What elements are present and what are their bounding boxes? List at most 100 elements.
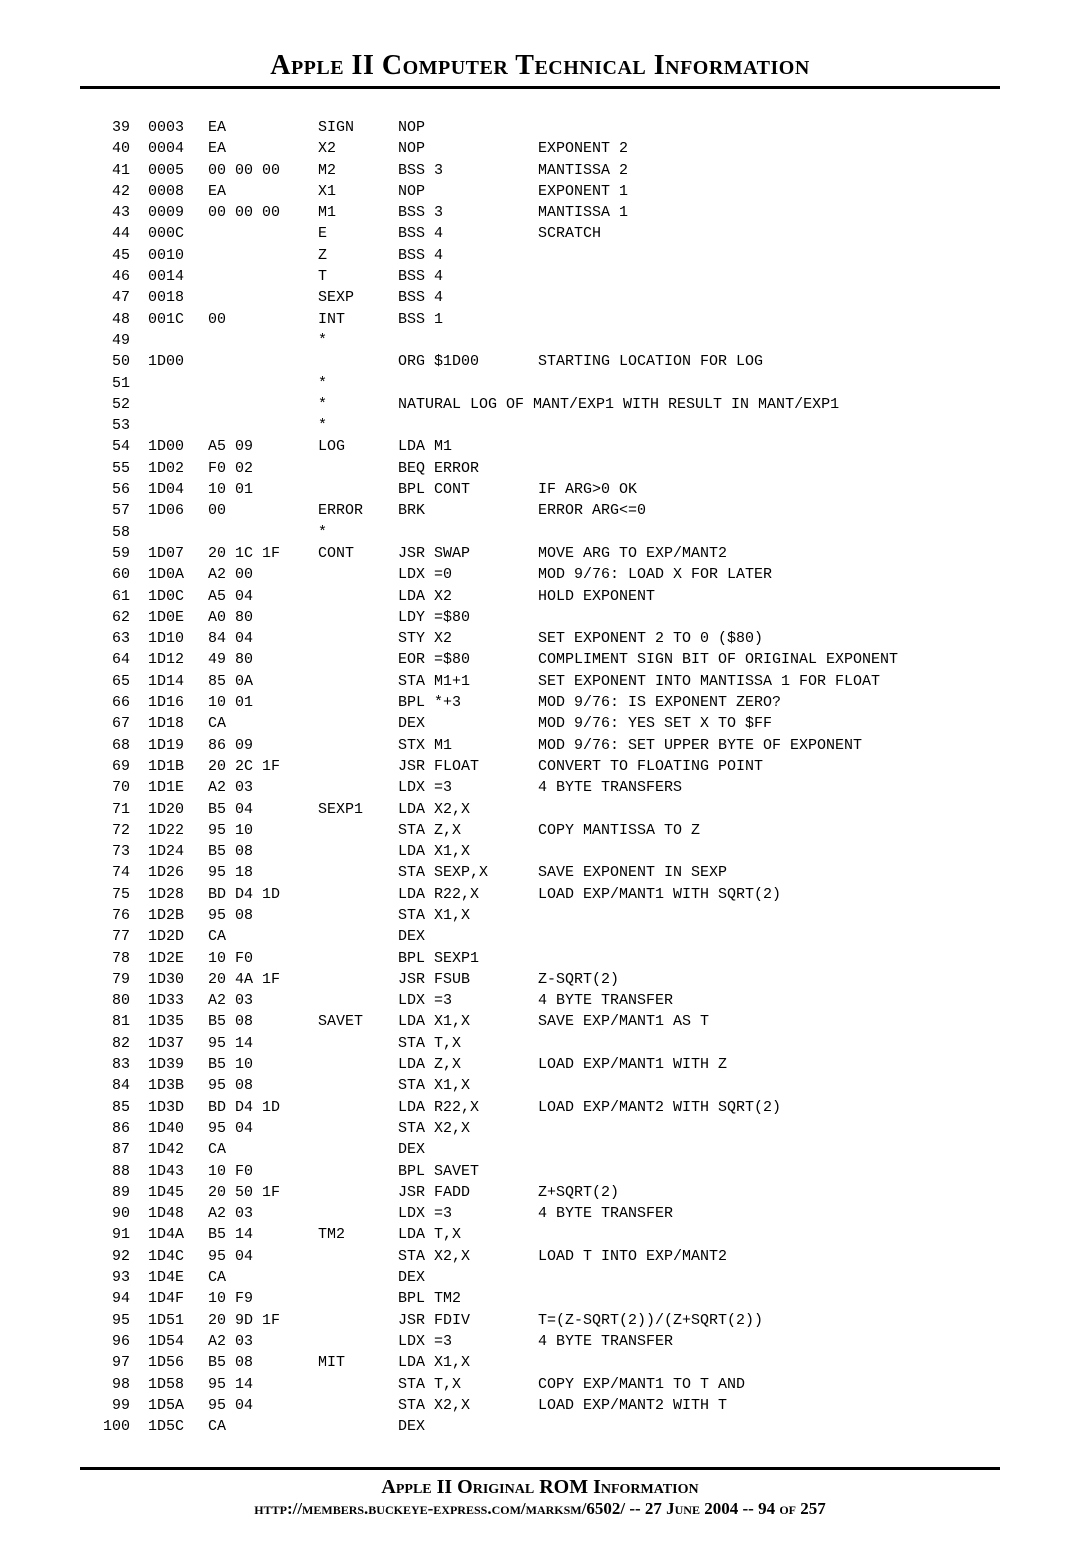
listing-row: 43000900 00 00M1BSS 3MANTISSA 1	[80, 202, 1000, 223]
col-op: LDX =3	[398, 1331, 538, 1352]
col-addr: 1D10	[148, 628, 208, 649]
col-op: LDA X1,X	[398, 1011, 538, 1032]
listing-row: 971D56B5 08MITLDA X1,X	[80, 1352, 1000, 1373]
col-comment: MOD 9/76: YES SET X TO $FF	[538, 713, 772, 734]
col-line: 97	[80, 1352, 148, 1373]
col-bytes: A2 00	[208, 564, 318, 585]
col-comment: STARTING LOCATION FOR LOG	[538, 351, 763, 372]
col-op: BSS 4	[398, 245, 538, 266]
col-label: *	[318, 373, 398, 394]
col-comment: 4 BYTE TRANSFER	[538, 1331, 673, 1352]
listing-row: 591D0720 1C 1FCONTJSR SWAPMOVE ARG TO EX…	[80, 543, 1000, 564]
col-op: STA X2,X	[398, 1395, 538, 1416]
col-comment: MOD 9/76: SET UPPER BYTE OF EXPONENT	[538, 735, 862, 756]
col-label: SEXP1	[318, 799, 398, 820]
col-op: EOR =$80	[398, 649, 538, 670]
col-bytes: 95 04	[208, 1395, 318, 1416]
col-bytes: B5 10	[208, 1054, 318, 1075]
col-line: 50	[80, 351, 148, 372]
listing-row: 671D18CADEXMOD 9/76: YES SET X TO $FF	[80, 713, 1000, 734]
col-addr: 1D5A	[148, 1395, 208, 1416]
col-line: 63	[80, 628, 148, 649]
col-op: LDX =3	[398, 990, 538, 1011]
col-addr: 1D35	[148, 1011, 208, 1032]
col-bytes: 20 50 1F	[208, 1182, 318, 1203]
col-bytes: 95 18	[208, 862, 318, 883]
col-comment: MOVE ARG TO EXP/MANT2	[538, 543, 727, 564]
col-label: M1	[318, 202, 398, 223]
listing-row: 561D0410 01BPL CONTIF ARG>0 OK	[80, 479, 1000, 500]
col-label: T	[318, 266, 398, 287]
col-line: 62	[80, 607, 148, 628]
col-op: LDA X2,X	[398, 799, 538, 820]
listing-row: 641D1249 80EOR =$80COMPLIMENT SIGN BIT O…	[80, 649, 1000, 670]
col-bytes: 20 1C 1F	[208, 543, 318, 564]
listing-row: 931D4ECADEX	[80, 1267, 1000, 1288]
col-op: BPL TM2	[398, 1288, 538, 1309]
col-addr: 000C	[148, 223, 208, 244]
col-op: LDA M1	[398, 436, 538, 457]
col-bytes: CA	[208, 1139, 318, 1160]
col-op: DEX	[398, 1139, 538, 1160]
col-op: STA T,X	[398, 1033, 538, 1054]
col-addr: 0010	[148, 245, 208, 266]
col-line: 54	[80, 436, 148, 457]
col-addr: 0005	[148, 160, 208, 181]
listing-row: 751D28BD D4 1DLDA R22,XLOAD EXP/MANT1 WI…	[80, 884, 1000, 905]
col-op: LDA R22,X	[398, 1097, 538, 1118]
col-addr: 0003	[148, 117, 208, 138]
col-line: 92	[80, 1246, 148, 1267]
listing-row: 41000500 00 00M2BSS 3MANTISSA 2	[80, 160, 1000, 181]
col-comment: MOD 9/76: IS EXPONENT ZERO?	[538, 692, 781, 713]
listing-row: 611D0CA5 04LDA X2HOLD EXPONENT	[80, 586, 1000, 607]
listing-row: 651D1485 0ASTA M1+1SET EXPONENT INTO MAN…	[80, 671, 1000, 692]
col-line: 91	[80, 1224, 148, 1245]
col-op: STY X2	[398, 628, 538, 649]
col-addr: 0009	[148, 202, 208, 223]
col-addr: 1D0A	[148, 564, 208, 585]
col-label: X1	[318, 181, 398, 202]
col-bytes: A5 09	[208, 436, 318, 457]
col-comment: 4 BYTE TRANSFERS	[538, 777, 682, 798]
col-op: BPL CONT	[398, 479, 538, 500]
col-label: *	[318, 330, 398, 351]
col-op: BSS 4	[398, 223, 538, 244]
col-bytes: A2 03	[208, 1203, 318, 1224]
col-bytes: 20 4A 1F	[208, 969, 318, 990]
col-line: 40	[80, 138, 148, 159]
listing-row: 891D4520 50 1FJSR FADDZ+SQRT(2)	[80, 1182, 1000, 1203]
col-bytes: B5 04	[208, 799, 318, 820]
col-label: *	[318, 394, 398, 415]
col-bytes: CA	[208, 1416, 318, 1437]
col-addr: 1D51	[148, 1310, 208, 1331]
page-footer: Apple II Original ROM Information http:/…	[80, 1467, 1000, 1519]
col-bytes: A2 03	[208, 1331, 318, 1352]
col-line: 41	[80, 160, 148, 181]
listing-row: 551D02F0 02BEQ ERROR	[80, 458, 1000, 479]
listing-row: 941D4F10 F9BPL TM2	[80, 1288, 1000, 1309]
col-label: CONT	[318, 543, 398, 564]
col-addr: 1D48	[148, 1203, 208, 1224]
listing-row: 1001D5CCADEX	[80, 1416, 1000, 1437]
listing-row: 470018SEXPBSS 4	[80, 287, 1000, 308]
col-addr: 1D45	[148, 1182, 208, 1203]
listing-row: 501D00ORG $1D00STARTING LOCATION FOR LOG	[80, 351, 1000, 372]
page:  Apple II Computer Technical Informatio…	[0, 0, 1080, 1549]
col-op: BPL SEXP1	[398, 948, 538, 969]
col-bytes: 95 08	[208, 1075, 318, 1096]
col-line: 57	[80, 500, 148, 521]
col-addr: 1D0C	[148, 586, 208, 607]
col-addr: 1D04	[148, 479, 208, 500]
col-addr: 1D02	[148, 458, 208, 479]
col-op: BRK	[398, 500, 538, 521]
col-comment: 4 BYTE TRANSFER	[538, 990, 673, 1011]
col-line: 88	[80, 1161, 148, 1182]
col-label: Z	[318, 245, 398, 266]
col-line: 79	[80, 969, 148, 990]
col-line: 77	[80, 926, 148, 947]
col-comment: SET EXPONENT INTO MANTISSA 1 FOR FLOAT	[538, 671, 880, 692]
col-line: 98	[80, 1374, 148, 1395]
col-op: LDA X2	[398, 586, 538, 607]
listing-row: 961D54A2 03LDX =34 BYTE TRANSFER	[80, 1331, 1000, 1352]
col-addr: 1D37	[148, 1033, 208, 1054]
